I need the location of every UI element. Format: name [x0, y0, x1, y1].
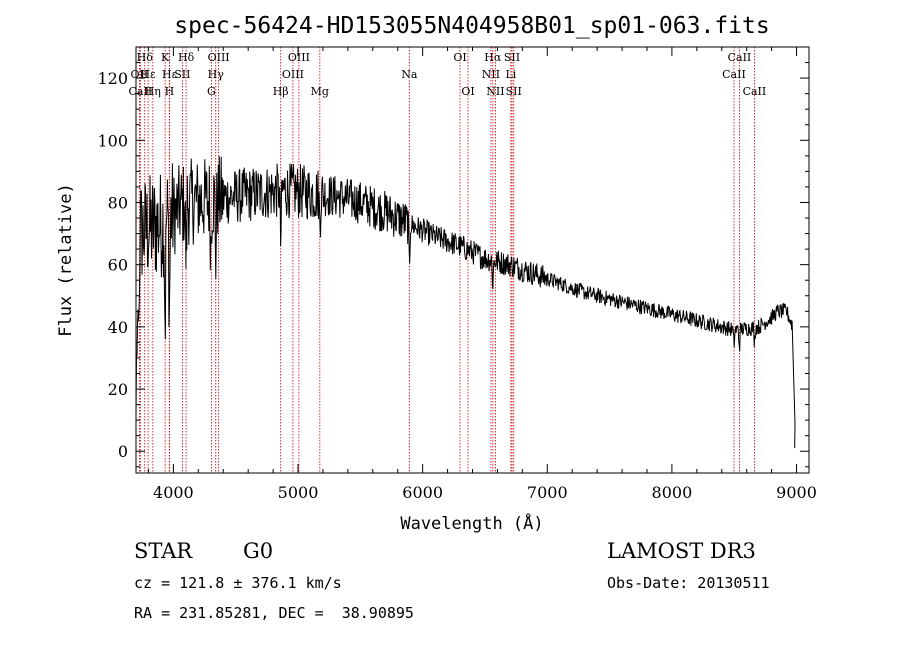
y-tick-label: 80 [108, 193, 128, 212]
line-label-19: OI [461, 85, 474, 98]
line-label-16: Mg [311, 85, 329, 98]
line-label-25: SII [506, 85, 522, 98]
line-label-5: K [161, 51, 170, 64]
axis-ticks [136, 46, 809, 473]
line-label-9: Hδ [178, 51, 195, 64]
coordinates: RA = 231.85281, DEC = 38.90895 [134, 604, 414, 622]
object-subclass: G0 [243, 539, 274, 563]
x-tick-label: 9000 [776, 483, 817, 502]
line-label-4: Hη [145, 85, 161, 98]
line-label-0: Hδ [137, 51, 154, 64]
line-label-21: NII [482, 68, 500, 81]
redshift-velocity: cz = 121.8 ± 376.1 km/s [134, 574, 342, 592]
line-label-22: NII [486, 85, 504, 98]
survey-name: LAMOST DR3 [607, 539, 756, 563]
line-label-10: OIII [208, 51, 230, 64]
line-label-8: SII [174, 68, 190, 81]
y-tick-label: 20 [108, 380, 128, 399]
line-label-15: OIII [282, 68, 304, 81]
line-label-27: CaII [722, 68, 746, 81]
line-label-3: Hε [140, 68, 156, 81]
line-label-24: Li [505, 68, 516, 81]
line-label-2: CaII [129, 85, 153, 98]
y-axis-label: Flux (relative) [56, 183, 76, 337]
line-label-7: H [165, 85, 175, 98]
line-label-28: CaII [743, 85, 767, 98]
y-tick-label: 0 [118, 442, 128, 461]
x-tick-label: 7000 [527, 483, 568, 502]
y-tick-label: 40 [108, 318, 128, 337]
plot-frame [135, 46, 810, 474]
line-label-12: G [207, 85, 216, 98]
x-tick-label: 4000 [153, 483, 194, 502]
y-tick-label: 60 [108, 256, 128, 275]
y-tick-label: 120 [97, 69, 128, 88]
x-tick-label: 8000 [652, 483, 693, 502]
line-label-17: Na [401, 68, 418, 81]
observation-date: Obs-Date: 20130511 [607, 574, 770, 592]
x-tick-label: 6000 [402, 483, 443, 502]
line-label-13: Hβ [273, 85, 289, 98]
x-axis-label: Wavelength (Å) [400, 512, 543, 534]
x-tick-label: 5000 [278, 483, 319, 502]
line-label-11: Hγ [208, 68, 225, 81]
object-class: STAR [134, 539, 193, 563]
line-label-23: SII [504, 51, 520, 64]
y-tick-label: 100 [97, 131, 128, 150]
line-label-6: Hε [162, 68, 178, 81]
tick-labels: 4000 5000 6000 7000 8000 9000 0 20 40 60 80 100 120 [97, 69, 816, 502]
spectrum-series-line [135, 156, 796, 449]
line-label-26: CaII [728, 51, 752, 64]
chart-title: spec-56424-HD153055N404958B01_sp01-063.f… [174, 13, 769, 39]
line-label-14: OIII [288, 51, 310, 64]
line-label-18: OI [453, 51, 466, 64]
line-label-20: Hα [484, 51, 502, 64]
spectral-line-markers [138, 47, 755, 473]
